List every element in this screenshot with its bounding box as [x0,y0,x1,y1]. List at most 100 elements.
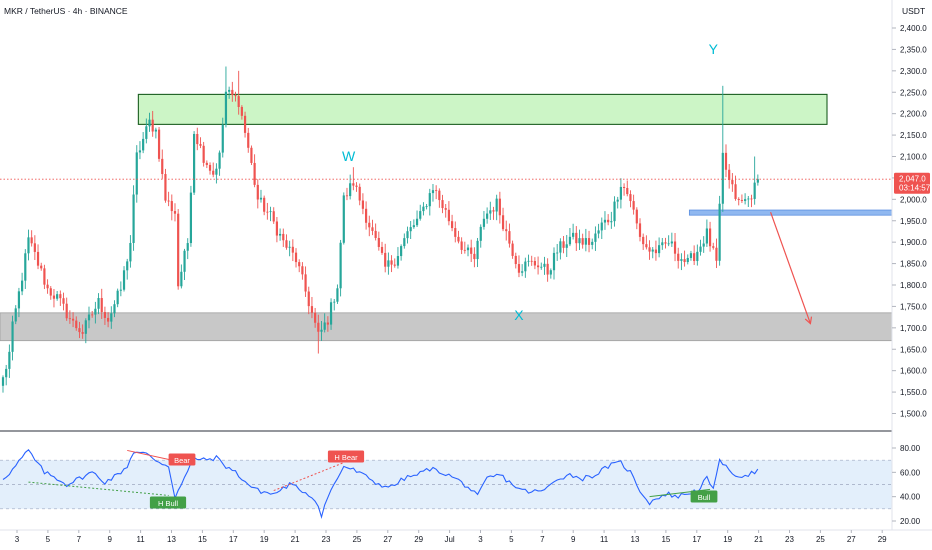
candle [677,247,680,269]
candle-body [266,211,269,213]
candle-body [345,195,349,197]
candle-body [712,246,715,248]
rsi-pane[interactable]: Bear H Bull H Bear Bull [0,449,892,520]
candle [46,279,49,294]
candle-body [747,198,750,200]
candle [199,137,202,149]
candle [613,196,616,227]
candle-body [594,233,597,242]
candle [189,185,193,247]
candle-body [253,162,256,185]
candle [728,163,731,189]
candle-body [514,255,517,265]
candle [632,194,635,215]
candle-body [368,222,371,228]
price-tick-label: 2,000.0 [900,195,927,204]
candle [400,244,403,261]
price-pane[interactable]: W X Y [0,41,893,393]
candle-body [438,190,441,201]
time-tick-label: 3 [478,535,483,544]
rsi-line [2,449,759,520]
price-tick-label: 1,900.0 [900,238,927,247]
candle [231,81,234,102]
divergence-line-h-bear [273,462,344,492]
rsi-axis[interactable]: 80.00 60.00 40.00 20.00 [892,444,921,526]
candle [1,375,5,393]
candle [482,210,486,230]
rsi-line-layer [2,449,759,520]
time-axis[interactable]: 3 5 7 9 11 13 15 17 19 21 23 25 27 29 Jul 3 5 7 9 11 13 15 17 1… [15,530,887,544]
time-tick-label: 21 [754,535,763,544]
candle [349,174,352,200]
time-tick-label: 19 [260,535,269,544]
candle [142,132,145,154]
candle [536,256,540,275]
candle [126,258,129,280]
price-tick-label: 2,150.0 [900,131,927,140]
candle-body [457,236,460,242]
candle [415,210,419,228]
candle-body [196,133,199,145]
candle [479,224,482,248]
demand-zone[interactable] [0,312,893,342]
candle-body [673,241,677,254]
candle [132,185,135,251]
candle [403,233,406,249]
price-axis[interactable]: 2,400.0 2,350.0 2,300.0 2,250.0 2,200.0 2,150… [892,24,931,419]
candle-body [157,129,161,159]
candle [259,189,263,203]
candle-body [740,199,744,201]
time-tick-label: 17 [692,535,701,544]
projection-arrow[interactable] [770,211,811,324]
candle-body [626,187,629,195]
candle-body [151,119,154,132]
candle-body [68,318,71,320]
candle-body [750,198,753,200]
divergence-label-bg [168,453,196,466]
candle-body [565,244,568,248]
candle [438,188,441,208]
candle [635,207,638,230]
wave-label-y: Y [709,41,719,57]
candle-body [256,184,259,200]
candle-body [94,308,97,315]
candle [565,234,568,258]
candle [24,249,27,289]
candle-body [536,265,540,268]
candle-body [161,158,164,175]
candle [358,183,361,206]
candle-body [199,144,202,146]
candle-body [234,95,237,97]
candle [148,112,151,132]
candle-body [349,183,352,197]
candle [495,194,498,221]
candle-body [282,233,285,241]
candle [304,266,307,297]
candle [285,234,288,250]
candle-body [377,237,380,247]
candle [361,193,365,215]
candle [380,241,384,255]
candle [342,192,345,245]
candle [428,188,431,216]
candle [250,145,253,166]
candle-body [607,219,610,223]
candle-body [629,194,632,202]
candle [734,175,737,201]
candle [508,223,511,248]
supply-zone[interactable] [137,93,828,125]
candle-body [33,243,36,252]
time-tick-label: 7 [77,535,82,544]
candle-body [578,238,581,244]
candle [559,238,562,260]
divergence-label-bg [327,450,365,463]
candle-body [581,238,584,245]
candle-body [103,312,107,318]
candle [17,287,21,318]
candle [454,221,457,243]
candle [326,316,329,332]
candle [164,168,167,203]
candle [119,281,122,297]
candle-body [170,201,173,212]
